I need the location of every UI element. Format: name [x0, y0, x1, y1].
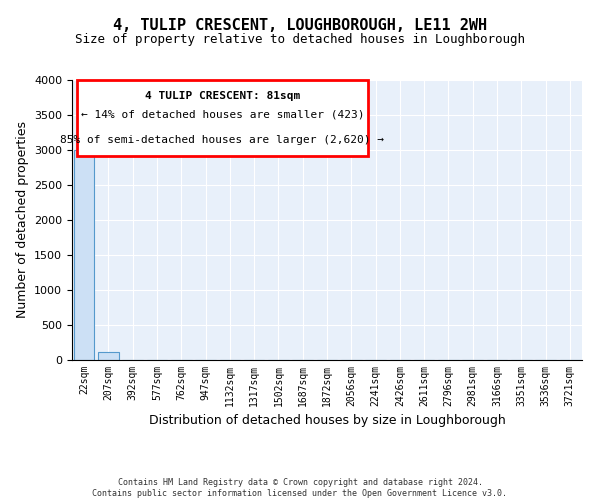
Text: 85% of semi-detached houses are larger (2,620) →: 85% of semi-detached houses are larger (…	[61, 136, 385, 145]
Y-axis label: Number of detached properties: Number of detached properties	[16, 122, 29, 318]
Bar	[77, 80, 368, 156]
Text: Size of property relative to detached houses in Loughborough: Size of property relative to detached ho…	[75, 34, 525, 46]
Bar	[98, 352, 119, 360]
Text: ← 14% of detached houses are smaller (423): ← 14% of detached houses are smaller (42…	[80, 109, 364, 119]
Bar	[74, 150, 94, 360]
X-axis label: Distribution of detached houses by size in Loughborough: Distribution of detached houses by size …	[149, 414, 505, 428]
Text: 4 TULIP CRESCENT: 81sqm: 4 TULIP CRESCENT: 81sqm	[145, 91, 300, 101]
Text: Contains HM Land Registry data © Crown copyright and database right 2024.
Contai: Contains HM Land Registry data © Crown c…	[92, 478, 508, 498]
Text: 4, TULIP CRESCENT, LOUGHBOROUGH, LE11 2WH: 4, TULIP CRESCENT, LOUGHBOROUGH, LE11 2W…	[113, 18, 487, 32]
